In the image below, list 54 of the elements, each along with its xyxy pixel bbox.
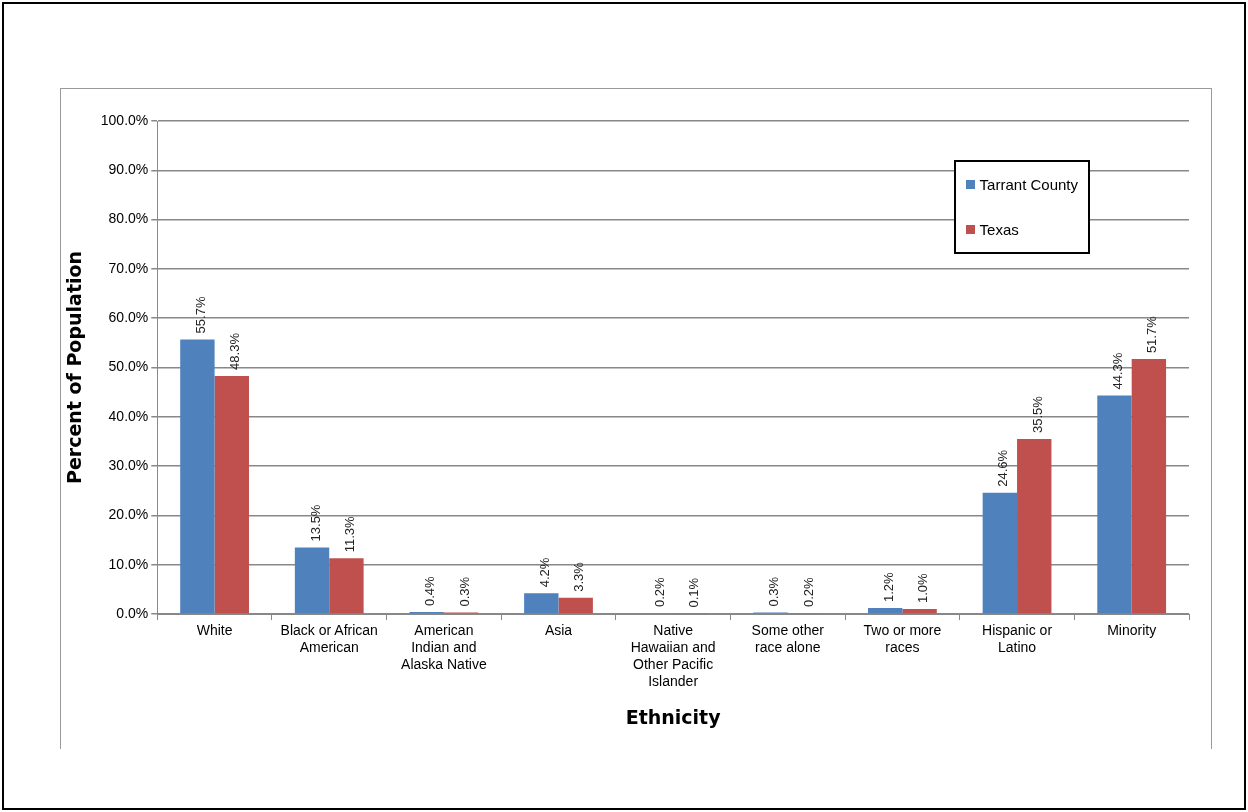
legend-label: Tarrant County (979, 176, 1078, 193)
data-label: 44.3% (1110, 352, 1126, 390)
bar (1017, 438, 1052, 614)
bar (294, 547, 330, 614)
data-label: 1.0% (915, 573, 931, 604)
y-tick-label: 0.0% (116, 604, 149, 621)
y-tick-label: 50.0% (108, 358, 149, 375)
y-tick-label: 100.0% (100, 111, 149, 128)
legend-label: Texas (979, 221, 1019, 238)
y-tick-label: 80.0% (108, 210, 149, 227)
data-label: 0.1% (685, 577, 701, 608)
bar (180, 339, 215, 614)
y-tick-label: 60.0% (108, 309, 149, 326)
bar (524, 593, 559, 614)
y-tick-label: 40.0% (108, 407, 149, 424)
data-label: 11.3% (342, 515, 358, 553)
bar (868, 608, 903, 614)
data-label: 1.2% (880, 572, 896, 603)
data-label: 0.3% (456, 576, 472, 607)
x-tick-label: Two or more races (863, 622, 942, 656)
data-label: 24.6% (995, 449, 1011, 487)
data-label: 51.7% (1144, 315, 1160, 354)
y-tick-label: 20.0% (108, 506, 149, 523)
x-tick-label: Some other race alone (751, 622, 825, 656)
data-label: 0.2% (800, 576, 816, 608)
data-label: 0.2% (651, 576, 667, 608)
x-axis-title: Ethnicity (625, 705, 722, 728)
x-tick-label: Minority (1107, 622, 1157, 639)
y-tick-label: 70.0% (108, 259, 149, 276)
data-label: 0.3% (766, 576, 782, 607)
bar (1097, 395, 1132, 614)
y-tick-label: 10.0% (108, 555, 149, 572)
x-tick-label: White (196, 622, 233, 639)
x-tick-label: Black or African American (280, 622, 378, 656)
data-label: 55.7% (192, 296, 208, 334)
bar (982, 492, 1018, 614)
data-label: 35.5% (1029, 395, 1045, 433)
bar (558, 597, 593, 614)
y-tick-label: 30.0% (108, 456, 149, 473)
x-tick-label: American Indian and Alaska Native (401, 622, 487, 672)
data-label: 3.3% (571, 561, 587, 592)
x-tick-label: Asia (544, 622, 573, 639)
data-label: 4.2% (536, 557, 552, 588)
y-axis-title: Percent of Population (63, 250, 86, 485)
data-label: 48.3% (227, 332, 243, 370)
x-tick-label: Hispanic or Latino (982, 622, 1053, 656)
bar (214, 375, 249, 614)
bar (1131, 359, 1167, 614)
y-tick-label: 90.0% (108, 161, 149, 178)
x-tick-label: Native Hawaiian and Other Pacific Islander (630, 622, 716, 689)
bar (902, 609, 937, 614)
bar (329, 558, 364, 614)
data-label: 13.5% (307, 504, 323, 542)
data-label: 0.4% (422, 575, 438, 607)
